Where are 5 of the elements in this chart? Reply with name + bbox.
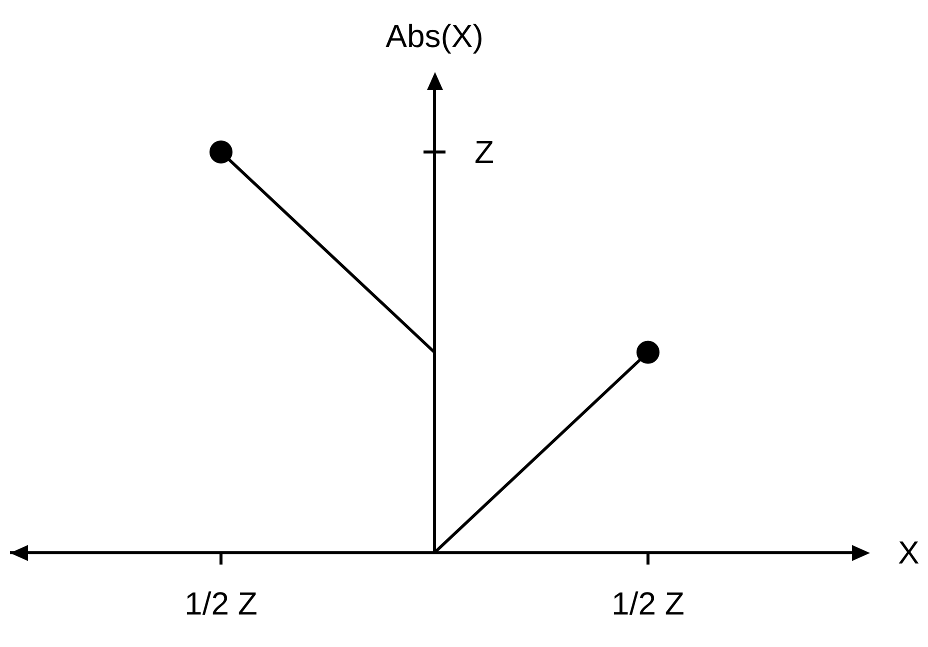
x-tick-label: 1/2 Z <box>612 586 684 622</box>
x-axis-title: X <box>898 534 920 570</box>
x-tick-label: 1/2 Z <box>184 586 258 622</box>
y-axis-title: Abs(X) <box>386 18 484 54</box>
annotation: Z <box>474 134 494 170</box>
